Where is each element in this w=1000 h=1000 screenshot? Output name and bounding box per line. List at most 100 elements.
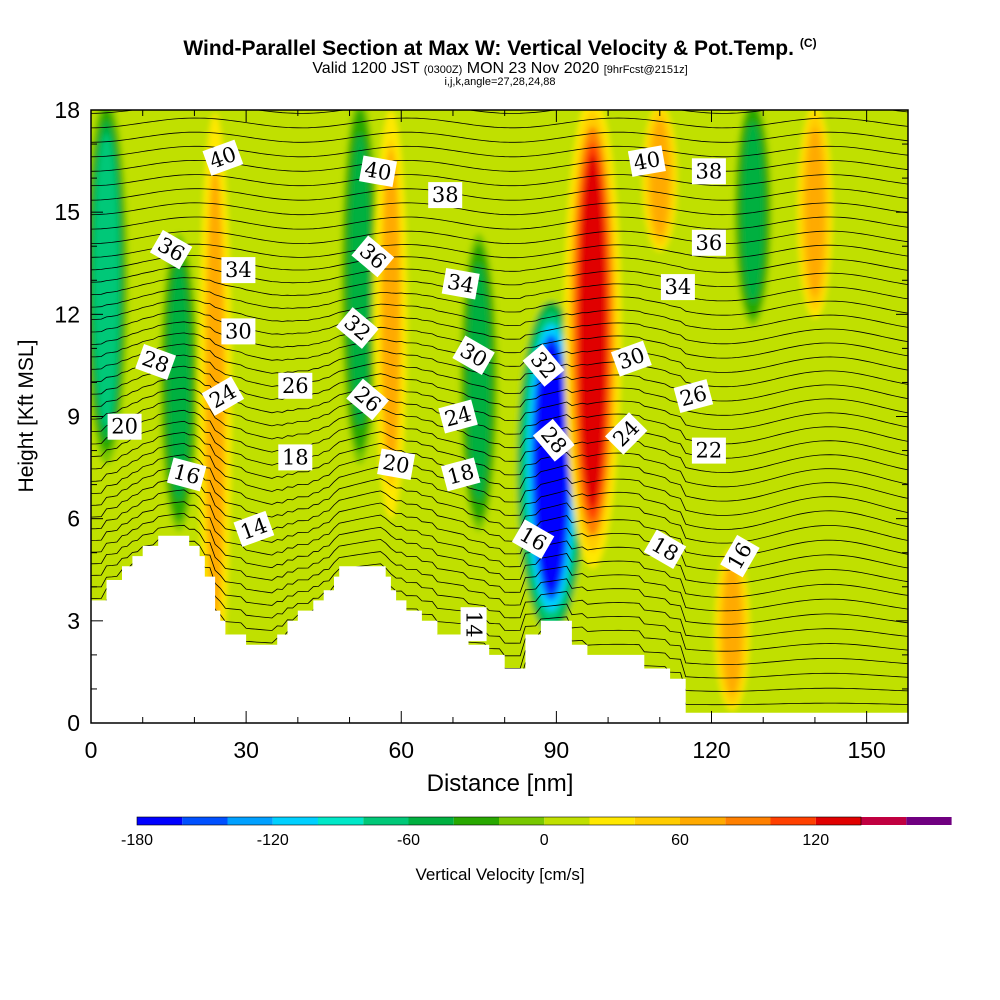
theta-label: 40 [627, 145, 666, 177]
theta-label: 34 [441, 267, 480, 300]
theta-label-text: 36 [696, 231, 723, 255]
isentrope-line [91, 512, 908, 598]
y-tick-label: 6 [67, 506, 80, 532]
colorbar-swatch [906, 817, 952, 825]
terrain [91, 535, 908, 723]
colorbar-swatch [408, 817, 454, 825]
colorbar-label: Vertical Velocity [cm/s] [415, 865, 584, 884]
theta-label: 20 [377, 448, 416, 480]
y-tick-label: 15 [54, 199, 80, 225]
y-tick-label: 9 [67, 404, 80, 430]
theta-label: 38 [428, 182, 463, 209]
x-tick-label: 150 [847, 737, 885, 763]
theta-label-text: 20 [111, 415, 138, 439]
x-tick-label: 30 [233, 737, 259, 763]
terrain-mask [91, 535, 908, 723]
theta-label: 36 [691, 229, 726, 256]
isentrope-line [91, 409, 908, 473]
y-tick-label: 18 [54, 97, 80, 123]
theta-label: 24 [438, 399, 478, 434]
colorbar-swatch [861, 817, 907, 825]
velocity-field [91, 110, 908, 723]
isentrope-line [91, 174, 908, 187]
isentrope-line [91, 501, 908, 585]
colorbar-swatch [725, 817, 771, 825]
colorbar-tick-label: 120 [802, 832, 829, 849]
colorbar-swatch [499, 817, 545, 825]
theta-label-text: 38 [432, 183, 459, 207]
colorbar-swatch [318, 817, 364, 825]
isentrope-line [91, 560, 908, 652]
x-tick-label: 120 [692, 737, 730, 763]
colorbar-tick-label: -180 [121, 832, 153, 849]
colorbar-tick-label: 60 [671, 832, 689, 849]
colorbar-swatch [589, 817, 635, 825]
colorbar-swatch [363, 817, 409, 825]
isentrope-line [91, 110, 908, 114]
theta-label: 38 [691, 158, 726, 185]
theta-label-text: 34 [225, 258, 252, 282]
theta-label: 30 [221, 318, 256, 345]
downdraft-5 [733, 110, 772, 326]
isentrope-line [91, 332, 908, 373]
isentrope-line [91, 277, 908, 302]
isentrope-line [91, 454, 908, 530]
colorbar-swatch [680, 817, 726, 825]
y-tick-label: 12 [54, 301, 80, 327]
isentrope-line [91, 489, 908, 571]
y-axis-label: Height [Kft MSL] [15, 340, 38, 493]
isentrope-line [91, 131, 908, 143]
colorbar-swatch [227, 817, 273, 825]
colorbar: -180 -120 -60 0 60 120 Vertical Velocity [cm/s… [121, 816, 952, 884]
isentrope-line [91, 188, 908, 201]
isentrope-line [91, 343, 908, 388]
colorbar-swatch [634, 817, 681, 825]
isentrope-line [91, 398, 908, 459]
chart-grid-info: i,j,k,angle=27,28,24,88 [444, 76, 556, 88]
theta-label: 18 [643, 529, 687, 570]
isentrope-line [91, 288, 908, 316]
copyright-mark: (C) [799, 36, 817, 50]
theta-label-text: 14 [462, 611, 486, 638]
isentrope-line [91, 354, 908, 402]
theta-label-text: 20 [381, 450, 411, 478]
y-tick-label: 0 [67, 710, 80, 736]
y-tick-label: 3 [67, 608, 80, 634]
isentrope-line [91, 524, 908, 612]
theta-label-text: 34 [445, 270, 475, 298]
isentrope-line [91, 230, 908, 244]
theta-label-text: 38 [696, 159, 723, 183]
x-axis-label: Distance [nm] [427, 770, 574, 797]
theta-label: 22 [691, 437, 726, 464]
isentrope-line [91, 442, 908, 516]
theta-label-text: 22 [696, 439, 723, 463]
colorbar-tick-label: 0 [540, 832, 549, 849]
theta-label-text: 30 [225, 319, 252, 343]
isentrope-line [91, 90, 908, 99]
colorbar-swatch [544, 817, 590, 825]
theta-label: 18 [278, 444, 313, 471]
theta-label-text: 40 [632, 147, 662, 175]
colorbar-swatch [815, 817, 862, 825]
theta-label-text: 34 [665, 275, 692, 299]
chart-valid-time: Valid 1200 JST (0300Z) MON 23 Nov 2020 [… [312, 60, 688, 77]
isentrope-line [91, 465, 908, 544]
isentrope-line [91, 420, 908, 488]
colorbar-swatch [182, 817, 228, 825]
isentrope-line [91, 536, 908, 625]
colorbar-tick-label: -120 [257, 832, 289, 849]
isentrope-line [91, 548, 908, 639]
isentrope-line [91, 477, 908, 558]
theta-label: 14 [460, 607, 487, 642]
colorbar-swatch [272, 817, 319, 825]
colorbar-tick-label: -60 [397, 832, 420, 849]
theta-label: 16 [511, 519, 555, 559]
isentrope-line [91, 117, 908, 129]
isentrope-line [91, 202, 908, 216]
theta-label: 18 [440, 457, 481, 492]
x-tick-label: 60 [388, 737, 414, 763]
isentrope-line [91, 387, 908, 445]
theta-label: 20 [107, 413, 142, 440]
